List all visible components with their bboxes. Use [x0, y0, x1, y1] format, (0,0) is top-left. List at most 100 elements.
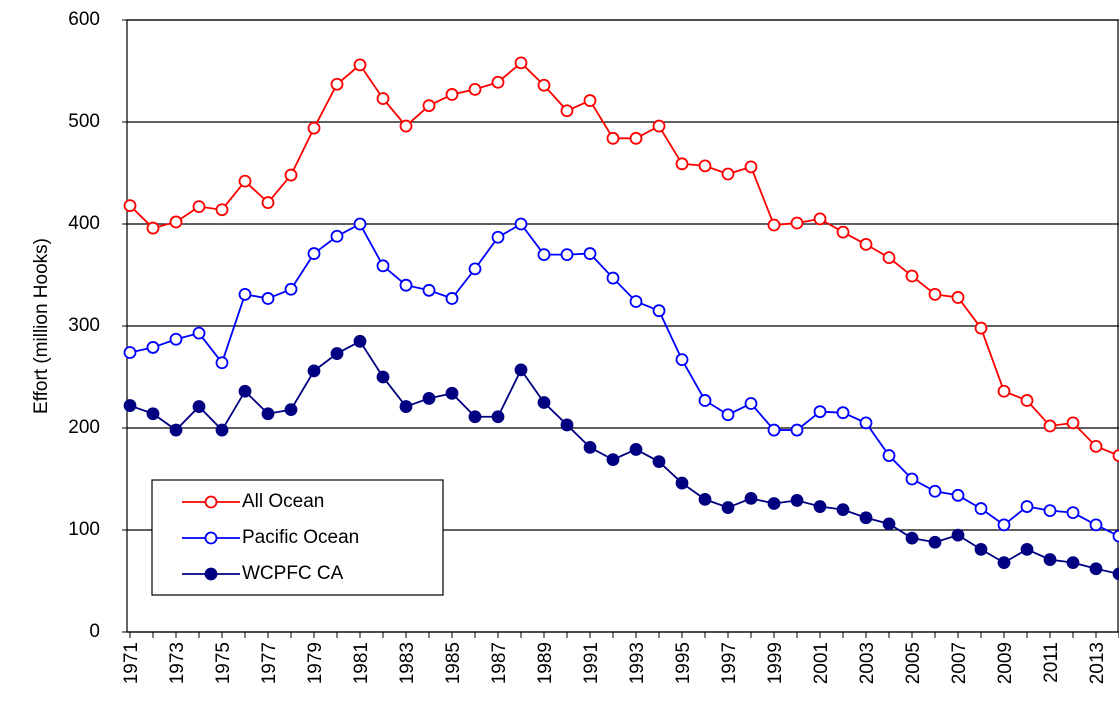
- data-point: [309, 123, 320, 134]
- data-point: [608, 454, 619, 465]
- y-tick-label: 600: [68, 9, 100, 30]
- data-point: [907, 533, 918, 544]
- data-point: [608, 273, 619, 284]
- data-point: [884, 518, 895, 529]
- data-point: [861, 239, 872, 250]
- data-point: [378, 372, 389, 383]
- data-point: [148, 342, 159, 353]
- data-point: [1091, 519, 1102, 530]
- data-point: [286, 170, 297, 181]
- data-point: [608, 133, 619, 144]
- x-tick-label: 1983: [397, 642, 418, 684]
- x-tick-label: 1985: [443, 642, 464, 684]
- data-point: [631, 133, 642, 144]
- data-point: [585, 95, 596, 106]
- x-tick-label: 2013: [1087, 642, 1108, 684]
- data-point: [1091, 441, 1102, 452]
- data-point: [884, 450, 895, 461]
- data-point: [677, 158, 688, 169]
- data-point: [194, 201, 205, 212]
- data-point: [769, 498, 780, 509]
- data-point: [677, 354, 688, 365]
- legend-marker: [206, 569, 217, 580]
- data-point: [999, 557, 1010, 568]
- x-tick-label: 2005: [903, 642, 924, 684]
- data-point: [516, 219, 527, 230]
- x-tick-label: 1975: [213, 642, 234, 684]
- data-point: [999, 519, 1010, 530]
- data-point: [861, 512, 872, 523]
- data-point: [792, 495, 803, 506]
- x-tick-label: 1973: [167, 642, 188, 684]
- data-point: [378, 93, 389, 104]
- x-tick-label: 1989: [535, 642, 556, 684]
- data-point: [1068, 557, 1079, 568]
- y-tick-label: 300: [68, 315, 100, 336]
- data-point: [907, 271, 918, 282]
- y-tick-label: 500: [68, 111, 100, 132]
- data-point: [171, 425, 182, 436]
- data-point: [148, 223, 159, 234]
- data-point: [792, 425, 803, 436]
- data-point: [1022, 395, 1033, 406]
- data-point: [470, 263, 481, 274]
- data-point: [447, 293, 458, 304]
- data-point: [332, 79, 343, 90]
- data-point: [493, 411, 504, 422]
- data-point: [654, 456, 665, 467]
- data-point: [332, 348, 343, 359]
- data-point: [286, 284, 297, 295]
- data-point: [746, 398, 757, 409]
- data-point: [470, 411, 481, 422]
- data-point: [240, 386, 251, 397]
- data-point: [516, 364, 527, 375]
- x-tick-label: 1971: [121, 642, 142, 684]
- data-point: [424, 100, 435, 111]
- legend-label: Pacific Ocean: [242, 527, 359, 548]
- y-tick-label: 0: [89, 621, 100, 642]
- data-point: [194, 401, 205, 412]
- legend-marker: [206, 497, 217, 508]
- x-tick-label: 1991: [581, 642, 602, 684]
- data-point: [907, 474, 918, 485]
- data-point: [654, 121, 665, 132]
- data-point: [976, 544, 987, 555]
- data-point: [815, 501, 826, 512]
- x-tick-label: 2003: [857, 642, 878, 684]
- data-point: [700, 395, 711, 406]
- data-point: [447, 89, 458, 100]
- data-point: [1114, 450, 1119, 461]
- data-point: [631, 444, 642, 455]
- data-point: [723, 169, 734, 180]
- data-point: [953, 292, 964, 303]
- data-point: [125, 400, 136, 411]
- data-point: [516, 57, 527, 68]
- x-tick-label: 1979: [305, 642, 326, 684]
- data-point: [1068, 417, 1079, 428]
- x-tick-label: 1987: [489, 642, 510, 684]
- data-point: [171, 334, 182, 345]
- data-point: [447, 388, 458, 399]
- data-point: [930, 289, 941, 300]
- data-point: [861, 417, 872, 428]
- data-point: [700, 494, 711, 505]
- data-point: [746, 161, 757, 172]
- data-point: [378, 260, 389, 271]
- data-point: [1045, 554, 1056, 565]
- data-point: [217, 357, 228, 368]
- data-point: [263, 197, 274, 208]
- data-point: [240, 289, 251, 300]
- x-tick-label: 2007: [949, 642, 970, 684]
- data-point: [1045, 505, 1056, 516]
- legend-label: All Ocean: [242, 491, 324, 512]
- y-axis-title: Effort (million Hooks): [31, 238, 52, 414]
- data-point: [746, 493, 757, 504]
- data-point: [424, 393, 435, 404]
- x-tick-label: 1981: [351, 642, 372, 684]
- data-point: [700, 160, 711, 171]
- x-tick-label: 1977: [259, 642, 280, 684]
- data-point: [1022, 501, 1033, 512]
- y-tick-label: 400: [68, 213, 100, 234]
- data-point: [654, 305, 665, 316]
